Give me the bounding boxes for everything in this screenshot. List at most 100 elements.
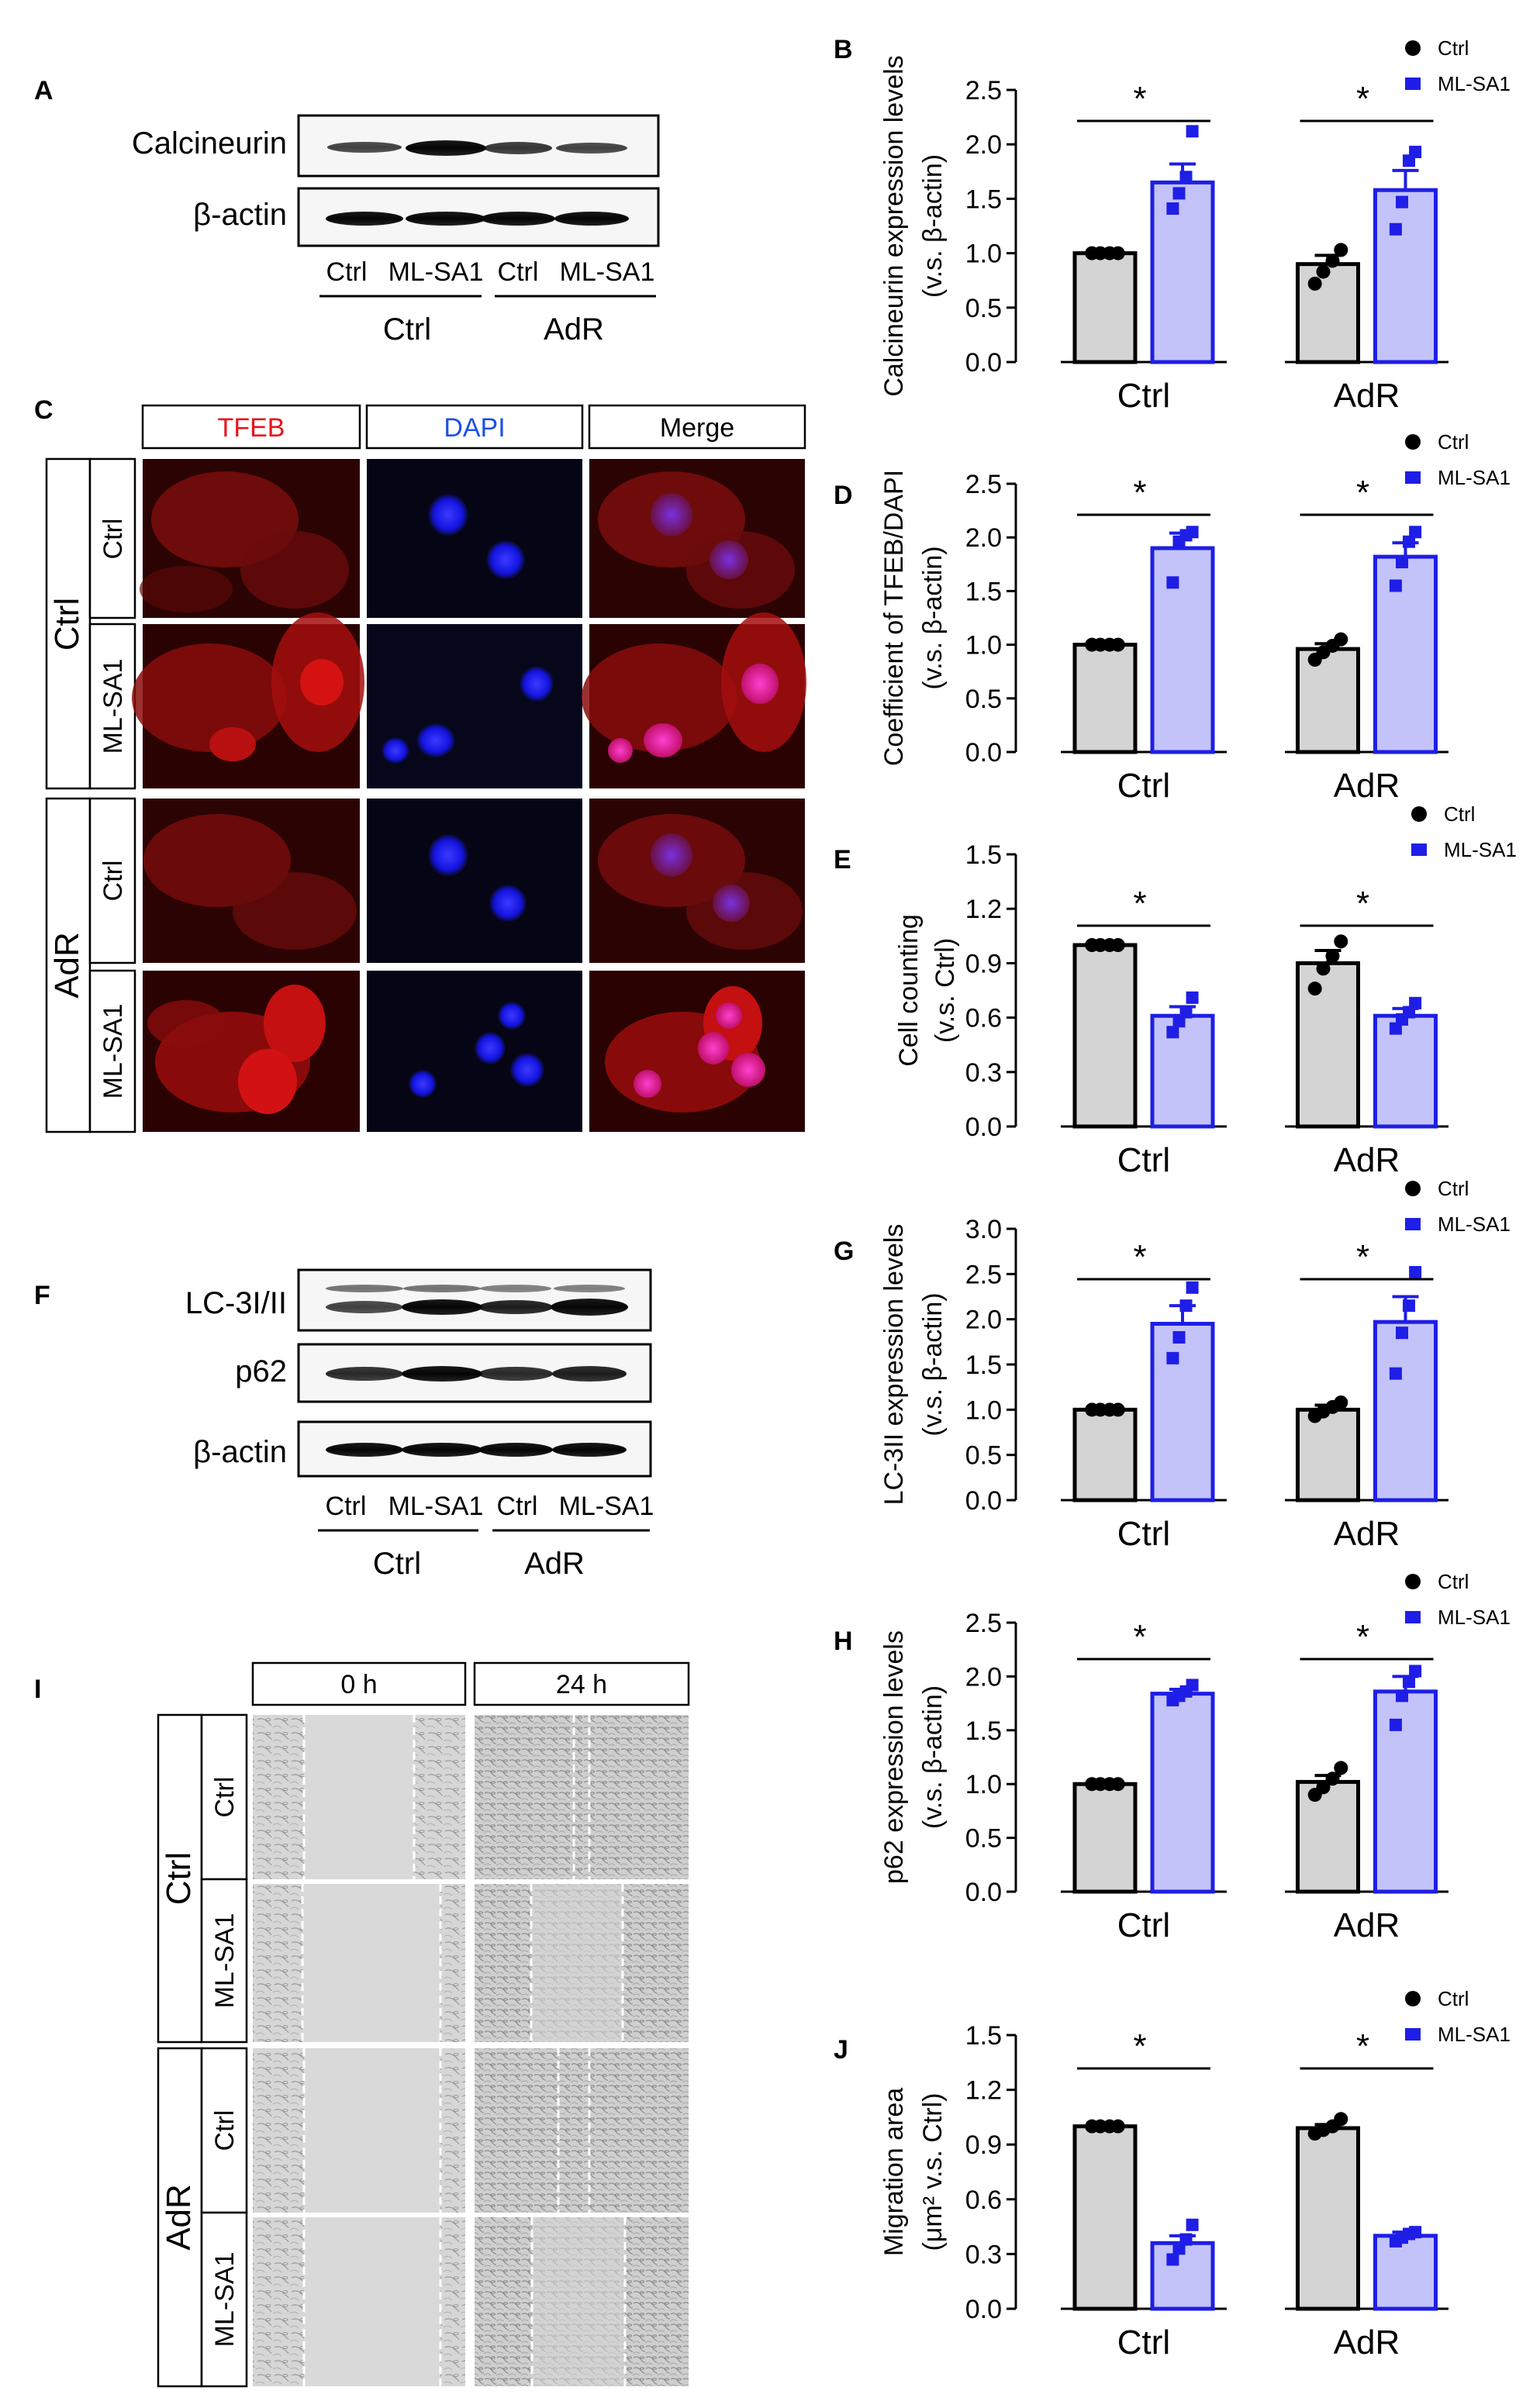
data-point [1110, 637, 1125, 652]
y-axis-label-units: (μm² v.s. Ctrl) [918, 2092, 948, 2251]
x-tick-label: AdR [1334, 1906, 1400, 1944]
panel-c-image-r3-dapi [367, 799, 582, 963]
significance-star: * [1356, 1618, 1369, 1656]
bar [1072, 1782, 1138, 1894]
bar [1296, 647, 1360, 754]
panel-c-row-3: Ctrl [98, 861, 128, 902]
legend-marker-ml-sa1 [1405, 1611, 1421, 1623]
bar [1072, 643, 1138, 754]
data-point [1166, 1026, 1179, 1039]
panel-a-lane-3: Ctrl [498, 257, 539, 287]
panel-i-image-r1-24h [475, 1715, 689, 1879]
x-tick-label: Ctrl [1117, 1141, 1170, 1179]
legend: Ctrl ML-SA1 [1405, 1570, 1511, 1629]
legend-label-ml-sa1: ML-SA1 [1438, 1213, 1511, 1236]
panel-c-letter: C [34, 395, 54, 425]
panel-i-image-r1-0h [253, 1715, 465, 1879]
y-tick-label: 0.6 [965, 2185, 1002, 2215]
data-point [1110, 2119, 1125, 2134]
x-tick-label: AdR [1334, 377, 1400, 415]
panel-c-row-1: Ctrl [98, 519, 128, 560]
legend: Ctrl ML-SA1 [1411, 802, 1517, 861]
y-tick-label: 1.0 [965, 631, 1002, 661]
legend-marker-ctrl [1405, 40, 1421, 56]
panel-letter: H [834, 1627, 853, 1656]
y-tick-label: 0.5 [965, 1441, 1002, 1471]
data-point [1409, 2226, 1422, 2239]
data-point [1389, 1718, 1402, 1731]
data-point [1403, 1675, 1415, 1689]
chart-panel-j: J 0.0 0.3 0.6 0.9 1.2 1.5 Migration area (μm² v.… [834, 1987, 1511, 2361]
panel-c-image-r1-merge [589, 459, 805, 618]
y-tick-label: 0.5 [965, 294, 1002, 323]
significance-star: * [1356, 474, 1369, 512]
y-axis-label-units: (v.s. β-actin) [918, 1292, 948, 1436]
legend-label-ctrl: Ctrl [1444, 802, 1475, 826]
bar [1296, 1779, 1360, 1894]
bar [1373, 1013, 1438, 1129]
y-tick-label: 1.2 [965, 2076, 1002, 2106]
panel-a-group-adr: AdR [544, 312, 604, 347]
y-tick-label: 0.0 [965, 348, 1002, 378]
y-axis-label-units: (v.s. Ctrl) [931, 938, 960, 1043]
data-point [1409, 996, 1422, 1009]
bar [1072, 943, 1138, 1129]
panel-f-lane-1: Ctrl [326, 1492, 367, 1521]
bar [1373, 2234, 1438, 2311]
y-tick-label: 1.0 [965, 1770, 1002, 1799]
y-tick-label: 2.0 [965, 1662, 1002, 1692]
panel-letter: G [834, 1237, 854, 1266]
data-point [1110, 1402, 1125, 1417]
data-point [1409, 1665, 1422, 1678]
legend-marker-ml-sa1 [1405, 2028, 1421, 2041]
significance-star: * [1133, 2027, 1146, 2065]
y-tick-label: 1.2 [965, 895, 1002, 924]
bar [1150, 1322, 1215, 1502]
panel-i-col-24h: 24 h [556, 1670, 607, 1699]
panel-c-image-r4-dapi [367, 971, 582, 1132]
panel-c-image-r2-tfeb [132, 612, 364, 788]
data-point [1325, 254, 1340, 268]
legend: Ctrl ML-SA1 [1405, 36, 1511, 95]
panel-i-image-r3-24h [475, 2048, 689, 2213]
data-point [1179, 171, 1193, 184]
data-point [1316, 264, 1331, 279]
panel-a-lane-1: Ctrl [326, 257, 368, 287]
panel-c-col-merge: Merge [660, 413, 734, 443]
bar [1072, 2124, 1138, 2311]
legend-marker-ml-sa1 [1405, 78, 1421, 90]
legend-label-ml-sa1: ML-SA1 [1444, 838, 1517, 861]
panel-f: F LC-3I/II p62 β-actin Ctrl ML-SA1 Ctrl [34, 1268, 654, 1581]
panel-a-group-ctrl: Ctrl [383, 312, 431, 347]
bar [1373, 188, 1438, 364]
legend: Ctrl ML-SA1 [1405, 1987, 1511, 2046]
legend-marker-ml-sa1 [1411, 843, 1427, 856]
y-tick-label: 2.5 [965, 1609, 1002, 1638]
significance-star: * [1133, 1618, 1146, 1656]
panel-c-group-adr: AdR [48, 932, 86, 999]
panel-f-blot-label-beta-actin: β-actin [193, 1435, 287, 1469]
x-tick-label: AdR [1334, 767, 1400, 805]
legend: Ctrl ML-SA1 [1405, 1177, 1511, 1236]
data-point [1316, 961, 1331, 976]
x-tick-label: Ctrl [1117, 1515, 1170, 1553]
y-tick-label: 0.5 [965, 685, 1002, 714]
panel-c-image-r3-merge [589, 799, 805, 963]
panel-f-blot-label-p62: p62 [235, 1354, 287, 1389]
y-tick-label: 0.0 [965, 1113, 1002, 1142]
legend-marker-ctrl [1405, 434, 1421, 450]
panel-i-image-r2-0h [253, 1884, 465, 2042]
data-point [1166, 1351, 1179, 1364]
panel-f-group-adr: AdR [524, 1547, 585, 1581]
data-point [1186, 991, 1199, 1004]
y-tick-label: 0.9 [965, 2130, 1002, 2160]
y-tick-label: 0.0 [965, 2295, 1002, 2324]
y-tick-label: 0.9 [965, 949, 1002, 978]
bar [1150, 1013, 1215, 1129]
bar [1296, 1407, 1360, 1502]
y-tick-label: 3.0 [965, 1215, 1002, 1244]
panel-a-blot-label-calcineurin: Calcineurin [132, 126, 287, 160]
data-point [1396, 1689, 1408, 1703]
chart-panel-d: D 0.0 0.5 1.0 1.5 2.0 2.5 Coefficient of TFEB/D… [834, 430, 1511, 805]
